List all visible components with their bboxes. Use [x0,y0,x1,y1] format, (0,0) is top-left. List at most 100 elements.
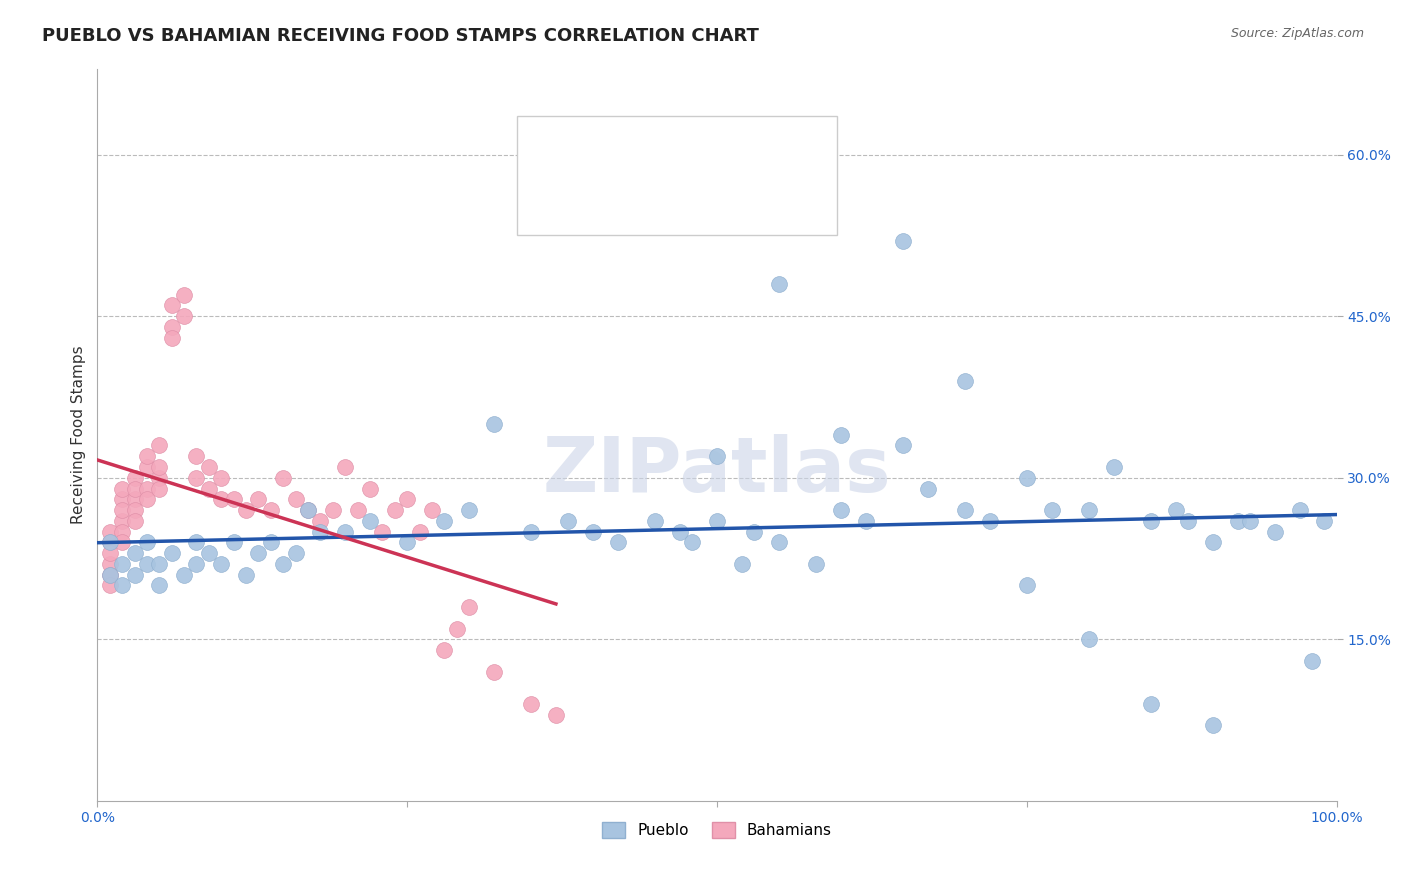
Point [148,578,170,592]
Point [284,492,307,507]
Point [482,417,505,431]
Point [111,503,134,517]
Point [135,449,157,463]
Point [706,514,728,528]
Point [1077,632,1099,647]
Text: PUEBLO VS BAHAMIAN RECEIVING FOOD STAMPS CORRELATION CHART: PUEBLO VS BAHAMIAN RECEIVING FOOD STAMPS… [42,27,759,45]
Point [148,471,170,485]
Point [1015,578,1038,592]
Point [1226,514,1249,528]
Point [135,557,157,571]
Point [148,460,170,475]
Point [433,643,456,657]
Point [98,535,121,549]
Point [979,514,1001,528]
Point [891,438,914,452]
Point [271,557,294,571]
Point [1102,460,1125,475]
Point [209,471,232,485]
Point [346,503,368,517]
Point [644,514,666,528]
Point [1301,654,1323,668]
Point [359,514,381,528]
Point [335,524,357,539]
Point [458,600,481,615]
Point [284,546,307,560]
Point [235,567,257,582]
Point [160,298,183,312]
Point [557,514,579,528]
Point [420,503,443,517]
Point [1202,535,1225,549]
Point [396,492,419,507]
Point [371,524,394,539]
Point [830,503,852,517]
Point [135,492,157,507]
Point [742,524,765,539]
Point [1164,503,1187,517]
Point [186,535,208,549]
Point [335,460,357,475]
Text: ZIPatlas: ZIPatlas [543,434,891,508]
Point [124,503,146,517]
Point [124,546,146,560]
Point [520,697,543,711]
Point [804,557,827,571]
FancyBboxPatch shape [534,180,571,219]
Point [186,449,208,463]
Point [222,492,245,507]
Point [173,567,195,582]
Point [173,287,195,301]
Point [768,535,790,549]
Point [209,557,232,571]
Point [891,234,914,248]
Point [260,535,283,549]
Point [768,277,790,291]
Point [98,557,121,571]
Point [98,546,121,560]
Legend: Pueblo, Bahamians: Pueblo, Bahamians [596,816,838,845]
Point [98,578,121,592]
Point [148,482,170,496]
Point [309,524,332,539]
Point [446,622,468,636]
Point [271,471,294,485]
Point [396,535,419,549]
Point [135,482,157,496]
Point [482,665,505,679]
Point [111,557,134,571]
Point [1202,718,1225,732]
Point [148,557,170,571]
Point [135,460,157,475]
Text: N =: N = [695,191,735,209]
Point [917,482,939,496]
Point [309,514,332,528]
Text: 0.308: 0.308 [617,142,675,160]
Point [186,471,208,485]
Point [706,449,728,463]
Point [173,310,195,324]
Point [198,460,221,475]
Point [111,535,134,549]
Text: R =: R = [579,191,619,209]
Point [359,482,381,496]
Point [247,492,270,507]
Point [222,535,245,549]
Point [1177,514,1199,528]
Point [111,578,134,592]
Text: 59: 59 [734,191,758,209]
FancyBboxPatch shape [534,131,571,170]
Point [1288,503,1310,517]
Point [111,492,134,507]
Point [408,524,430,539]
Point [1139,697,1161,711]
Point [520,524,543,539]
Point [135,535,157,549]
Point [544,707,567,722]
Point [235,503,257,517]
Point [669,524,692,539]
Point [111,482,134,496]
Point [322,503,344,517]
Point [160,320,183,334]
Point [1040,503,1063,517]
